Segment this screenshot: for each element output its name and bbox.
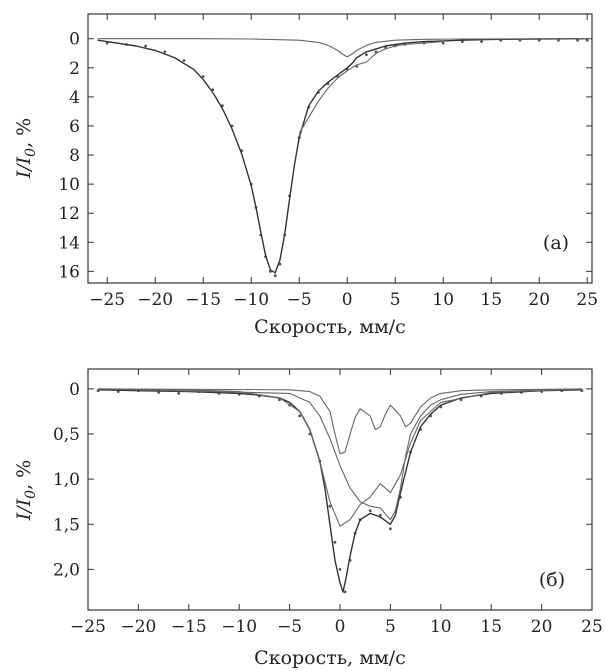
- y-tick-label: 6: [69, 117, 80, 137]
- panel-b: −25 −20 −15 −10 −5 0 5 10 15 20 25 0 0,5 1,0 1,5 2,0 (б)…: [13, 368, 603, 669]
- x-axis-title: Скорость, мм/с: [254, 316, 406, 338]
- x-tick-label: 25: [581, 617, 603, 637]
- fit-line: [98, 389, 582, 593]
- x-tick-label: −15: [171, 617, 207, 637]
- fit-line: [298, 41, 444, 134]
- x-tick-label: −25: [89, 290, 125, 310]
- x-tick-label: 0: [342, 290, 353, 310]
- y-tick-label: 12: [58, 204, 80, 224]
- data-point: [441, 41, 445, 45]
- y-axis-title-unit: , %: [13, 460, 35, 490]
- y-axis-title-main: I/I: [13, 156, 35, 179]
- y-tick-label: 4: [69, 88, 80, 108]
- x-tick-label: −10: [233, 290, 269, 310]
- fit-line: [98, 388, 582, 521]
- data-point: [157, 391, 161, 394]
- fit-line: [97, 38, 588, 58]
- y-axis-title-main: I/I: [13, 498, 35, 521]
- data-point: [177, 392, 181, 395]
- y-tick-label: 14: [58, 233, 80, 253]
- data-point: [338, 568, 342, 571]
- data-point: [298, 414, 302, 418]
- y-tick-label: 8: [69, 146, 80, 166]
- data-points: [105, 38, 589, 278]
- x-tick-label: −5: [277, 617, 302, 637]
- data-point: [576, 38, 579, 42]
- data-point: [163, 50, 167, 54]
- x-tick-label: −10: [221, 617, 257, 637]
- y-tick-label: 2: [69, 59, 80, 79]
- x-tick-label: 5: [390, 290, 401, 310]
- data-point: [368, 509, 372, 513]
- data-point: [333, 540, 337, 544]
- fit-line: [98, 388, 582, 455]
- data-point: [144, 44, 148, 48]
- x-tick-label: −20: [120, 617, 156, 637]
- y-axis-title: I/I0, %: [13, 118, 39, 179]
- y-axis-title-subscript: 0: [23, 490, 39, 499]
- x-tick-label: −5: [287, 290, 312, 310]
- x-tick-label: −20: [137, 290, 173, 310]
- x-tick-label: 20: [531, 617, 553, 637]
- y-tick-label: 0: [69, 30, 80, 50]
- y-tick-label: 1,0: [53, 470, 80, 490]
- fit-line: [98, 388, 582, 527]
- data-point: [378, 513, 382, 517]
- y-tick-label: 0,5: [53, 425, 80, 445]
- x-axis-title: Скорость, мм/с: [254, 647, 406, 669]
- x-tick-label: 0: [335, 617, 346, 637]
- fit-line: [97, 38, 588, 274]
- data-point: [585, 38, 589, 42]
- x-tick-label: 10: [432, 290, 454, 310]
- x-tick-label: 20: [528, 290, 550, 310]
- data-point: [365, 53, 368, 57]
- y-tick-label: 10: [58, 175, 80, 195]
- panel-label: (а): [543, 232, 569, 254]
- y-tick-label: 1,5: [53, 515, 80, 535]
- y-tick-label: 16: [58, 262, 80, 282]
- data-point: [211, 88, 215, 91]
- x-tick-label: 10: [430, 617, 452, 637]
- x-tick-label: 25: [576, 290, 598, 310]
- data-point: [480, 40, 483, 43]
- x-tick-label: −25: [70, 617, 106, 637]
- data-point: [273, 274, 277, 278]
- data-point: [343, 590, 347, 594]
- data-points: [96, 389, 584, 594]
- x-tick-label: 15: [480, 290, 502, 310]
- panel-label: (б): [539, 569, 565, 591]
- y-tick-label: 0: [69, 380, 80, 400]
- y-tick-label: 2,0: [53, 560, 80, 580]
- data-point: [328, 504, 332, 508]
- x-tick-label: 5: [385, 617, 396, 637]
- data-point: [389, 527, 392, 531]
- panel-a: −25 −20 −15 −10 −5 0 5 10 15 20 25 0 2 4 6 8 10 12 14 16 (а)…: [13, 13, 598, 338]
- y-axis-title-unit: , %: [13, 118, 35, 148]
- plot-frame: [87, 368, 593, 611]
- y-axis-title-subscript: 0: [23, 148, 39, 157]
- x-tick-label: −15: [185, 290, 221, 310]
- x-tick-label: 15: [480, 617, 502, 637]
- data-point: [182, 59, 186, 62]
- data-point: [201, 75, 205, 78]
- y-axis-title: I/I0, %: [13, 460, 39, 521]
- plot-frame: [87, 13, 593, 284]
